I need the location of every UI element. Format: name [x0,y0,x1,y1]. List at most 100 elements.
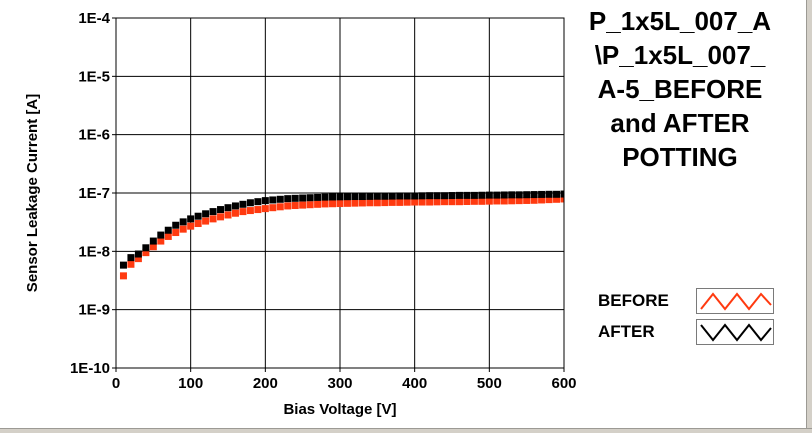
data-point-before [284,202,292,210]
data-point-after [478,191,486,199]
data-point-before [149,243,157,251]
data-point-after [433,192,441,200]
data-point-after [142,244,150,252]
x-axis-title: Bias Voltage [V] [283,401,396,418]
chart-title-line: P_1x5L_007_A [588,6,772,36]
data-point-after [403,192,411,200]
data-point-before [358,199,366,207]
data-point-after [560,190,564,198]
data-point-after [157,231,165,239]
data-point-before [388,198,396,206]
data-point-before [269,204,277,212]
y-tick-label: 1E-8 [78,243,110,260]
data-point-before [209,215,217,223]
legend-swatch-before[interactable] [696,288,774,314]
data-point-before [545,196,553,204]
data-point-after [254,198,262,206]
window-border-bottom [0,428,812,433]
data-point-before [381,199,389,207]
data-point-after [388,192,396,200]
data-point-before [231,209,239,217]
data-point-after [194,212,202,220]
data-point-before [276,203,284,211]
data-point-after [119,261,127,269]
data-point-before [142,249,150,257]
data-point-before [553,195,561,203]
data-point-before [441,198,449,206]
data-series [119,190,564,280]
data-point-after [179,218,187,226]
data-point-after [329,193,337,201]
data-point-before [224,211,232,219]
data-point-after [224,204,232,212]
chart-title-line: \P_1x5L_007_ [594,40,766,70]
data-point-after [373,192,381,200]
data-point-after [261,197,269,205]
chart-title-line: POTTING [622,142,738,172]
legend-item-before[interactable]: BEFORE [598,287,774,315]
data-point-before [373,199,381,207]
data-point-after [396,192,404,200]
data-point-before [515,197,523,205]
data-point-after [134,250,142,258]
data-point-before [314,200,322,208]
data-point-after [530,191,538,199]
data-point-before [157,237,165,245]
data-point-after [538,190,546,198]
zigzag-line-icon [700,323,772,342]
data-point-after [149,237,157,245]
data-point-after [485,191,493,199]
data-point-after [343,193,351,201]
y-tick-label: 1E-4 [78,10,110,27]
data-point-after [553,190,561,198]
data-point-before [202,217,210,225]
data-point-after [523,191,531,199]
data-point-before [455,198,463,206]
data-point-after [187,215,195,223]
data-point-before [134,255,142,263]
y-tick-label: 1E-7 [78,185,110,202]
x-tick-label: 200 [253,375,278,392]
data-point-after [284,195,292,203]
data-point-before [187,222,195,230]
data-point-before [239,208,247,216]
data-point-after [470,191,478,199]
chart-title-line: A-5_BEFORE [597,74,763,104]
y-tick-label: 1E-10 [70,360,110,377]
data-point-before [291,202,299,210]
data-point-before [194,220,202,228]
data-point-after [276,195,284,203]
data-point-before [426,198,434,206]
y-axis-title: Sensor Leakage Current [A] [24,94,41,292]
data-point-before [411,198,419,206]
window-border-right [806,0,812,433]
data-point-after [314,193,322,201]
legend-item-after[interactable]: AFTER [598,318,774,346]
data-point-before [351,199,359,207]
data-point-before [470,197,478,205]
data-point-after [493,191,501,199]
x-tick-label: 100 [178,375,203,392]
data-point-after [418,192,426,200]
data-point-after [299,194,307,202]
legend: BEFORE AFTER [588,284,784,348]
data-point-after [366,192,374,200]
data-point-before [127,260,135,268]
data-point-before [493,197,501,205]
data-point-after [351,193,359,201]
data-point-before [217,213,225,221]
legend-swatch-after[interactable] [696,319,774,345]
data-point-before [560,195,564,203]
data-point-after [500,191,508,199]
data-point-after [545,190,553,198]
data-point-before [530,196,538,204]
data-point-after [508,191,516,199]
x-tick-label: 500 [477,375,502,392]
y-tick-label: 1E-5 [78,68,110,85]
data-point-after [239,200,247,208]
data-point-before [433,198,441,206]
data-point-before [179,225,187,233]
data-point-after [164,226,172,234]
data-point-before [119,272,127,280]
